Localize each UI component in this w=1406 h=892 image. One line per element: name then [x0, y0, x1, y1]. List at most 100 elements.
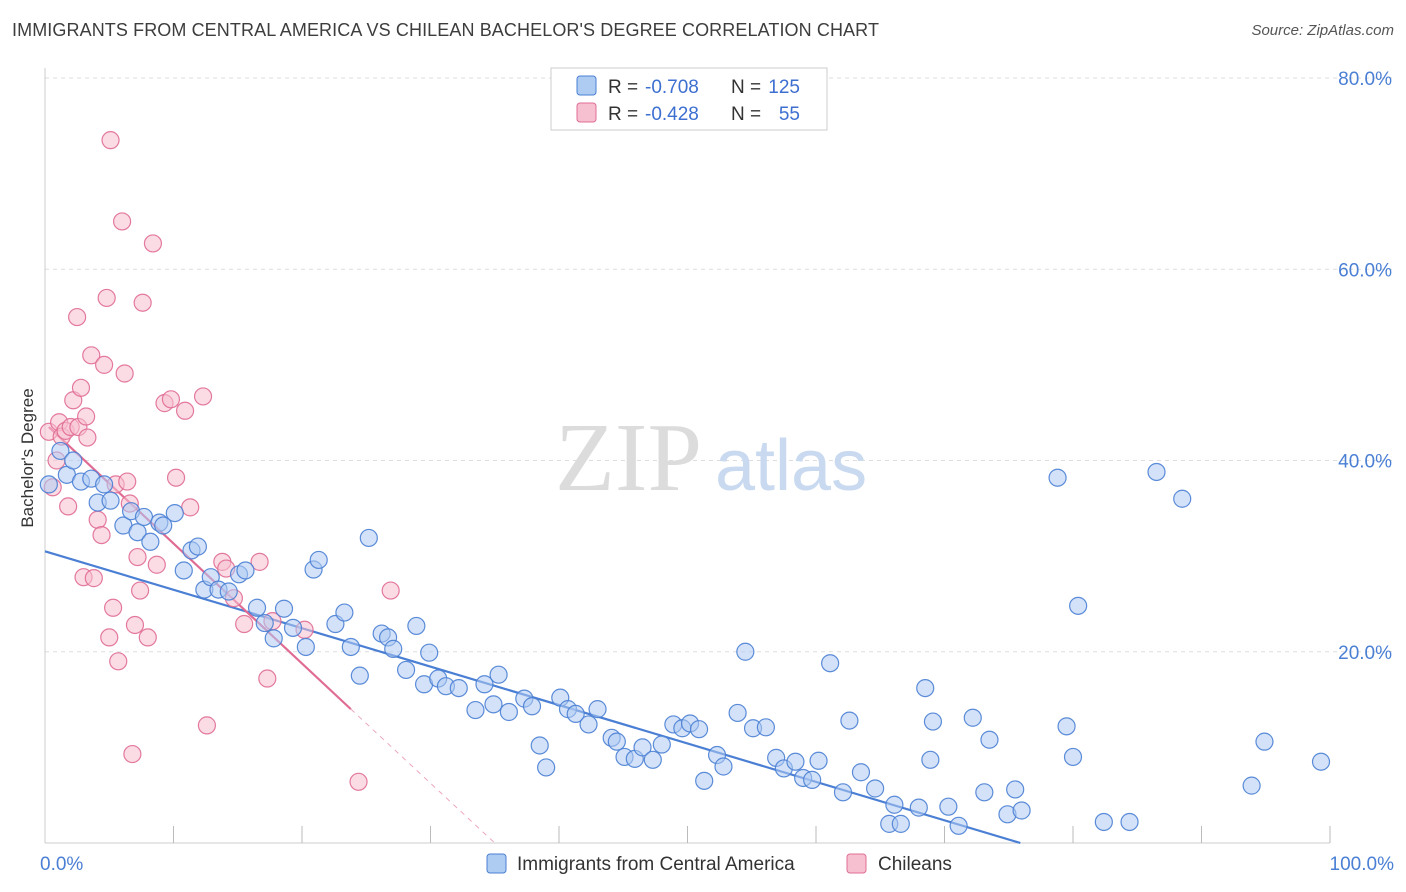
- y-tick-labels: 20.0% 40.0% 60.0% 80.0%: [1338, 69, 1392, 664]
- point-central-america-101: [963, 708, 982, 727]
- bottom-legend-label-blue: Immigrants from Central America: [517, 854, 795, 875]
- bottom-legend: Immigrants from Central America Chileans: [486, 853, 952, 875]
- point-central-america-19: [188, 537, 208, 556]
- point-central-america-43: [407, 616, 426, 636]
- point-chileans-19: [95, 355, 114, 374]
- point-chileans-54: [381, 581, 400, 600]
- point-chileans-36: [143, 234, 163, 253]
- point-central-america-45: [420, 643, 439, 662]
- point-central-america-78: [736, 642, 755, 661]
- point-central-america-52: [489, 665, 508, 684]
- point-central-america-12: [134, 507, 154, 527]
- point-central-america-50: [475, 675, 494, 694]
- point-chileans-20: [97, 288, 116, 308]
- point-chileans-33: [130, 581, 150, 600]
- point-central-america-87: [821, 654, 840, 673]
- legend-n-label-2: N =: [731, 104, 761, 125]
- point-chileans-53: [349, 772, 368, 791]
- point-central-america-88: [833, 783, 853, 802]
- point-central-america-83: [786, 752, 805, 771]
- point-central-america-1: [51, 441, 70, 461]
- point-central-america-68: [643, 750, 662, 769]
- watermark-atlas: atlas: [715, 426, 867, 506]
- point-chileans-40: [166, 468, 186, 487]
- y-tick-label-1: 40.0%: [1338, 452, 1392, 473]
- point-central-america-38: [359, 528, 378, 548]
- point-central-america-77: [728, 703, 747, 723]
- point-central-america-30: [283, 618, 303, 637]
- point-chileans-27: [115, 364, 134, 383]
- point-central-america-33: [309, 550, 328, 570]
- point-central-america-61: [579, 715, 598, 734]
- point-central-america-42: [396, 660, 416, 680]
- point-chileans-37: [147, 555, 166, 574]
- point-central-america-86: [809, 751, 828, 770]
- point-central-america-0: [39, 475, 58, 494]
- legend-r-value-1: -0.708: [645, 77, 699, 98]
- x-tick-label-0: 0.0%: [40, 854, 83, 875]
- legend: R = -0.708 N = 125 R = -0.428 N = 55: [550, 67, 828, 131]
- point-chileans-32: [128, 547, 147, 567]
- point-central-america-94: [891, 814, 910, 833]
- point-central-america-37: [350, 666, 369, 685]
- trend-line-chileans-extension: [350, 708, 496, 844]
- point-chileans-6: [59, 497, 78, 516]
- point-central-america-85: [803, 770, 822, 789]
- point-central-america-62: [588, 700, 607, 719]
- point-central-america-102: [975, 783, 994, 802]
- point-central-america-60: [566, 704, 585, 724]
- point-central-america-11: [128, 523, 147, 542]
- point-central-america-35: [335, 603, 354, 622]
- point-central-america-28: [264, 629, 283, 648]
- point-chileans-22: [101, 131, 120, 150]
- bottom-legend-swatch-pink: [846, 853, 867, 874]
- point-chileans-11: [71, 378, 91, 397]
- point-chileans-15: [82, 346, 101, 365]
- point-central-america-29: [274, 599, 294, 618]
- point-central-america-74: [695, 771, 714, 790]
- legend-r-value-2: -0.428: [645, 104, 699, 125]
- point-central-america-117: [1311, 752, 1331, 771]
- point-chileans-26: [112, 212, 132, 231]
- point-central-america-106: [1012, 801, 1031, 820]
- point-chileans-50: [258, 669, 277, 688]
- point-chileans-31: [125, 615, 145, 635]
- point-chileans-21: [100, 628, 119, 647]
- x-tick-label-1: 100.0%: [1330, 854, 1395, 875]
- watermark: ZIP atlas: [555, 404, 867, 512]
- legend-box: [550, 67, 828, 131]
- y-tick-label-3: 80.0%: [1338, 69, 1392, 90]
- axes: [44, 68, 1331, 844]
- bottom-legend-label-pink: Chileans: [878, 854, 952, 875]
- trend-line-chileans: [48, 426, 352, 710]
- point-central-america-105: [1006, 780, 1025, 799]
- point-central-america-67: [633, 738, 652, 757]
- point-central-america-56: [530, 736, 549, 755]
- point-chileans-41: [175, 401, 195, 420]
- legend-n-label-1: N =: [731, 77, 761, 98]
- point-chileans-25: [109, 652, 128, 671]
- legend-r-label-1: R =: [608, 77, 638, 98]
- point-chileans-28: [118, 472, 137, 491]
- point-central-america-116: [1255, 732, 1274, 751]
- point-central-america-97: [921, 750, 940, 769]
- legend-n-value-1: 125: [768, 77, 800, 98]
- point-chileans-16: [84, 569, 103, 588]
- point-chileans-9: [68, 307, 87, 327]
- point-central-america-115: [1242, 776, 1261, 795]
- point-central-america-57: [537, 758, 556, 777]
- point-central-america-103: [980, 730, 999, 749]
- point-chileans-44: [197, 716, 217, 735]
- point-central-america-112: [1120, 812, 1139, 832]
- point-central-america-93: [885, 795, 904, 814]
- bottom-legend-swatch-blue: [486, 853, 507, 874]
- point-central-america-114: [1173, 489, 1192, 508]
- point-chileans-43: [193, 387, 213, 406]
- point-central-america-7: [95, 475, 114, 494]
- watermark-zip: ZIP: [555, 404, 702, 512]
- point-central-america-108: [1057, 717, 1076, 736]
- point-central-america-90: [851, 763, 871, 782]
- legend-swatch-pink: [576, 102, 597, 123]
- point-central-america-76: [714, 757, 733, 776]
- point-central-america-111: [1094, 812, 1113, 832]
